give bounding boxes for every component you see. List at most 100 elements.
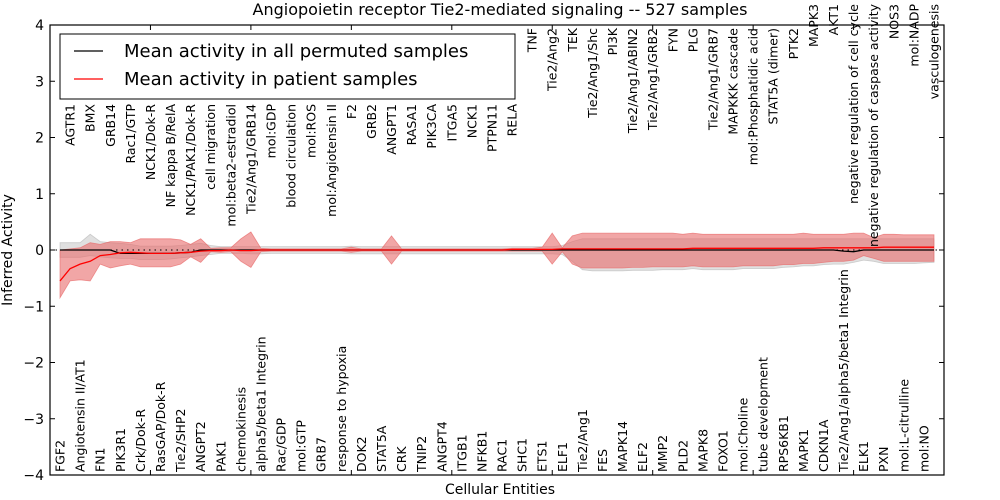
x-tick-label: RPS6KB1 bbox=[776, 415, 791, 472]
x-tick-label: PLD2 bbox=[675, 440, 690, 472]
x-tick-label: NCK1/Dok-R bbox=[143, 104, 158, 180]
x-tick-label: MAPK1 bbox=[796, 429, 811, 472]
x-tick-label: TNIP2 bbox=[414, 436, 429, 473]
y-tick-label: 0 bbox=[35, 243, 44, 259]
x-tick-label: PXN bbox=[876, 447, 891, 472]
y-axis-label: Inferred Activity bbox=[0, 194, 16, 306]
x-tick-label: ELK1 bbox=[856, 441, 871, 472]
legend-label-patient: Mean activity in patient samples bbox=[124, 69, 418, 90]
x-tick-label: CRK bbox=[394, 446, 409, 472]
x-tick-label: BMX bbox=[83, 104, 98, 132]
x-tick-label: Tie2/Ang1/GRB14 bbox=[243, 104, 258, 215]
x-tick-label: mol:L-citrulline bbox=[896, 379, 911, 472]
x-axis-label: Cellular Entities bbox=[445, 482, 555, 498]
x-tick-label: GRB7 bbox=[314, 437, 329, 472]
x-tick-label: STAT5A bbox=[374, 425, 389, 472]
x-tick-label: NF kappa B/RelA bbox=[163, 104, 178, 208]
x-tick-label: Angiotensin II/AT1 bbox=[73, 359, 88, 472]
x-tick-label: ELF2 bbox=[635, 442, 650, 472]
x-tick-label: mol:GDP bbox=[264, 104, 279, 159]
x-tick-label: Tie2/Ang1/alpha5/beta1 Integrin bbox=[836, 269, 851, 473]
x-tick-label: Crk/Dok-R bbox=[133, 409, 148, 472]
x-tick-label: MAPK8 bbox=[695, 429, 710, 472]
y-tick-label: 1 bbox=[35, 187, 44, 203]
x-tick-label: F2 bbox=[344, 104, 359, 119]
x-tick-label: ANGPT4 bbox=[434, 421, 449, 472]
legend-box bbox=[59, 33, 516, 100]
x-axis: FGF2 AGTR1 Angiotensin II/AT1 BMX FN1 GRB14 PI… bbox=[53, 3, 942, 475]
x-tick-label: PIK3R1 bbox=[113, 428, 128, 472]
x-tick-label: TNF bbox=[525, 28, 540, 53]
x-tick-label: tube development bbox=[756, 357, 771, 472]
x-tick-label: FYN bbox=[665, 28, 680, 52]
x-tick-label: response to hypoxia bbox=[334, 346, 349, 472]
x-tick-label: mol:NO bbox=[916, 425, 931, 472]
y-axis: 4 3 2 1 0 −1 −2 −3 −4 bbox=[23, 18, 944, 484]
line-patient bbox=[59, 246, 934, 282]
x-tick-label: Tie2/Ang1/GRB2 bbox=[645, 28, 660, 131]
x-tick-label: ITGA5 bbox=[444, 104, 459, 142]
x-tick-label: MAPK14 bbox=[615, 421, 630, 472]
x-tick-label: SHC1 bbox=[515, 438, 530, 472]
x-tick-label: Tie2/Ang1/GRB7 bbox=[706, 28, 721, 131]
x-tick-label: alpha5/beta1 Integrin bbox=[253, 336, 268, 472]
x-tick-label: mol:ROS bbox=[304, 104, 319, 158]
x-tick-label: mol:GTP bbox=[294, 420, 309, 472]
x-tick-label: MAPKKK cascade bbox=[726, 28, 741, 135]
x-tick-label: TEK bbox=[565, 27, 580, 53]
x-tick-label: PLG bbox=[685, 28, 700, 52]
y-tick-label: −1 bbox=[23, 299, 44, 315]
x-tick-label: ANGPT1 bbox=[384, 104, 399, 155]
x-tick-label: ETS1 bbox=[535, 441, 550, 472]
x-tick-label: NCK1 bbox=[464, 104, 479, 138]
y-tick-label: −3 bbox=[23, 412, 44, 428]
x-tick-label: negative regulation of caspase activity bbox=[866, 3, 881, 247]
x-tick-label: mol:Choline bbox=[736, 397, 751, 472]
x-tick-label: FGF2 bbox=[53, 440, 68, 472]
x-tick-label: PI3K bbox=[605, 27, 620, 55]
x-tick-label: Tie2/Ang1 bbox=[575, 409, 590, 473]
x-tick-label: Tie2/SHP2 bbox=[173, 409, 188, 473]
x-tick-label: MMP2 bbox=[655, 435, 670, 472]
x-tick-label: cell migration bbox=[203, 104, 218, 190]
x-tick-label: Tie2/Ang2 bbox=[545, 28, 560, 92]
x-tick-label: FOXO1 bbox=[716, 430, 731, 472]
x-tick-label: NFKB1 bbox=[474, 431, 489, 472]
x-tick-label: blood circulation bbox=[284, 104, 299, 208]
x-tick-label: ITGB1 bbox=[454, 434, 469, 472]
x-tick-label: GRB14 bbox=[103, 104, 118, 147]
x-tick-label: Tie2/Ang1/ABIN2 bbox=[625, 28, 640, 134]
x-tick-label: mol:NADP bbox=[906, 4, 921, 67]
x-tick-label: vasculogenesis bbox=[927, 4, 942, 99]
x-tick-label: PAK1 bbox=[213, 441, 228, 472]
x-tick-label: mol:Angiotensin II bbox=[324, 104, 339, 217]
legend-label-permuted: Mean activity in all permuted samples bbox=[124, 41, 468, 62]
x-tick-label: mol:beta2-estradiol bbox=[223, 104, 238, 227]
x-tick-label: AKT1 bbox=[826, 4, 841, 35]
x-tick-label: GRB2 bbox=[364, 104, 379, 139]
x-tick-label: FES bbox=[595, 449, 610, 472]
x-tick-label: ANGPT2 bbox=[193, 421, 208, 472]
y-tick-label: 3 bbox=[35, 74, 44, 90]
y-tick-label: 2 bbox=[35, 131, 44, 147]
x-tick-label: ELF1 bbox=[555, 442, 570, 472]
x-tick-label: negative regulation of cell cycle bbox=[846, 4, 861, 204]
x-tick-label: PTPN11 bbox=[485, 104, 500, 152]
confidence-bands bbox=[59, 231, 935, 300]
x-tick-label: FN1 bbox=[93, 448, 108, 473]
x-tick-label: STAT5A (dimer) bbox=[766, 28, 781, 124]
x-tick-label: RASA1 bbox=[404, 104, 419, 145]
x-tick-label: Rac/GDP bbox=[274, 418, 289, 472]
x-tick-label: NOS3 bbox=[886, 4, 901, 39]
x-tick-label: PIK3CA bbox=[424, 104, 439, 149]
plot-frame bbox=[49, 24, 945, 476]
x-tick-label: RAC1 bbox=[495, 439, 510, 472]
x-tick-label: Tie2/Ang1/Shc bbox=[585, 28, 600, 119]
legend: Mean activity in all permuted samples Me… bbox=[59, 33, 516, 100]
x-tick-label: PTK2 bbox=[786, 28, 801, 59]
x-tick-label: mol:Phosphatidic acid bbox=[746, 28, 761, 165]
x-tick-label: chemokinesis bbox=[233, 387, 248, 472]
x-tick-label: RELA bbox=[505, 104, 520, 137]
series-lines bbox=[59, 246, 934, 282]
